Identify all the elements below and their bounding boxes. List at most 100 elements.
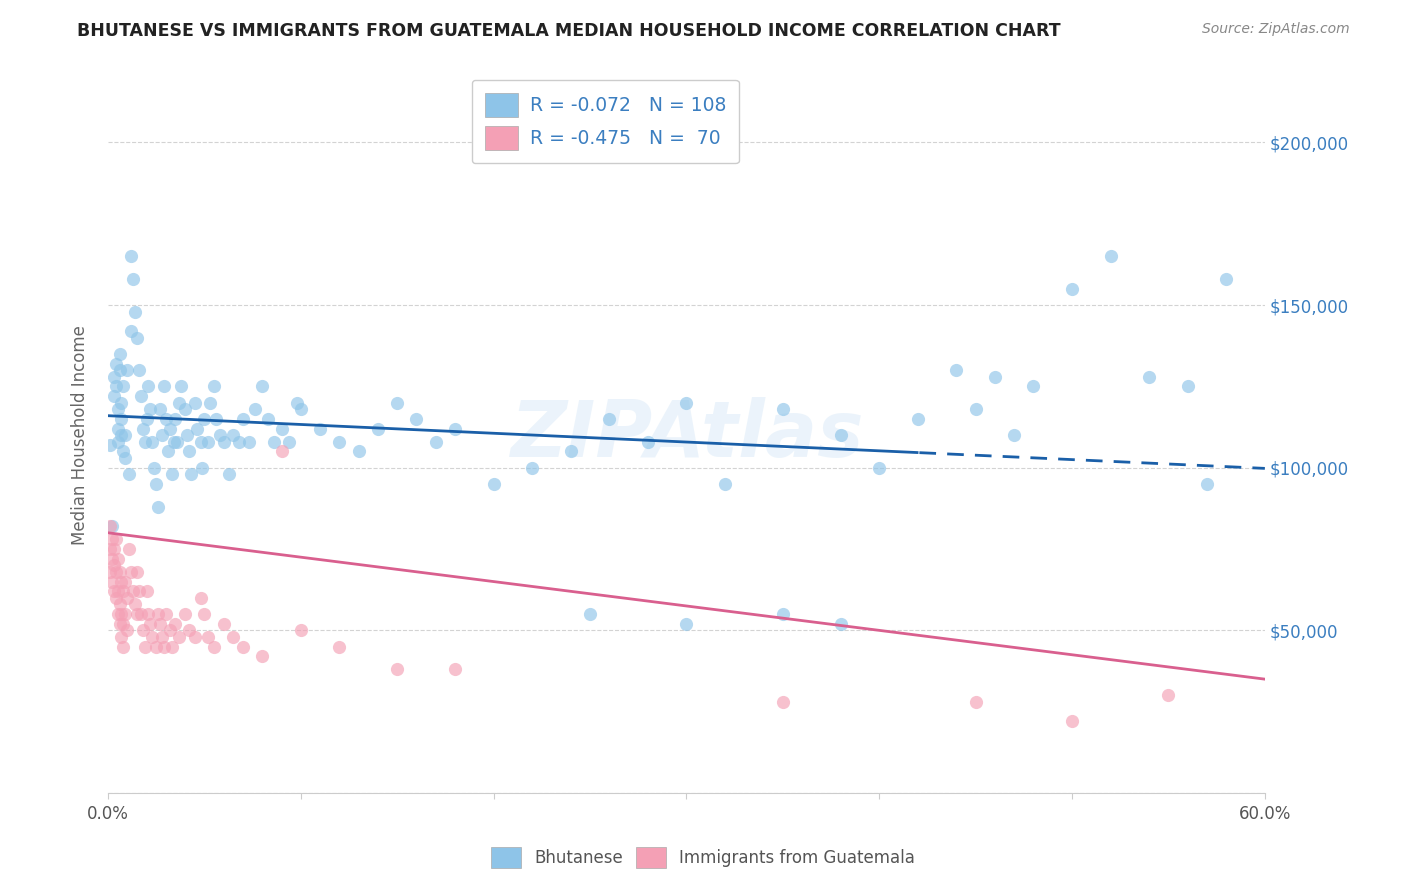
Point (263, 434, 285, 449)
Point (222, 428, 245, 442)
Point (212, 434, 235, 449)
Point (155, 607, 177, 621)
Point (135, 412, 157, 426)
Point (114, 607, 136, 621)
Point (150, 428, 173, 442)
Point (193, 607, 215, 621)
Point (120, 249, 142, 263)
Point (122, 272, 145, 286)
Point (108, 616, 131, 631)
Point (103, 558, 125, 573)
Point (159, 624, 181, 638)
Point (155, 412, 177, 426)
Point (425, 434, 447, 449)
Point (387, 662, 409, 676)
Point (190, 434, 212, 449)
Point (146, 607, 169, 621)
Point (138, 607, 160, 621)
Point (110, 630, 132, 644)
Point (125, 565, 148, 579)
Point (965, 402, 987, 417)
Point (129, 607, 152, 621)
Point (1060, 714, 1083, 729)
Point (675, 395, 697, 409)
Point (101, 533, 124, 547)
Point (98, 565, 121, 579)
Point (150, 630, 173, 644)
Point (159, 422, 181, 436)
Point (139, 616, 162, 631)
Point (387, 395, 409, 409)
Point (772, 695, 794, 709)
Point (165, 412, 187, 426)
Point (252, 649, 274, 664)
Point (169, 395, 191, 409)
Point (146, 500, 169, 514)
Point (103, 389, 125, 403)
Point (243, 402, 266, 417)
Point (107, 607, 129, 621)
Point (830, 616, 852, 631)
Point (120, 565, 142, 579)
Point (98, 542, 121, 557)
Point (107, 434, 129, 449)
Point (141, 434, 163, 449)
Point (110, 607, 132, 621)
Point (162, 434, 184, 449)
Point (278, 434, 301, 449)
Point (156, 444, 179, 458)
Point (560, 444, 582, 458)
Point (103, 542, 125, 557)
Text: BHUTANESE VS IMMIGRANTS FROM GUATEMALA MEDIAN HOUSEHOLD INCOME CORRELATION CHART: BHUTANESE VS IMMIGRANTS FROM GUATEMALA M… (77, 22, 1062, 40)
Point (482, 477, 505, 491)
Point (328, 434, 350, 449)
Point (110, 395, 132, 409)
Point (1215, 272, 1237, 286)
Point (193, 412, 215, 426)
Point (149, 616, 172, 631)
Point (212, 616, 235, 631)
Point (197, 630, 219, 644)
Point (218, 467, 240, 482)
Point (169, 630, 191, 644)
Point (125, 331, 148, 345)
Point (191, 460, 214, 475)
Point (139, 402, 162, 417)
Point (120, 324, 142, 338)
Point (134, 640, 156, 654)
Point (122, 584, 145, 599)
Point (112, 640, 135, 654)
Point (290, 624, 312, 638)
Point (177, 444, 200, 458)
Point (117, 591, 139, 605)
Point (598, 412, 620, 426)
Point (1195, 477, 1218, 491)
Point (145, 640, 167, 654)
Point (149, 402, 172, 417)
Point (129, 389, 152, 403)
Point (309, 422, 332, 436)
Point (160, 640, 183, 654)
Point (1137, 369, 1160, 384)
Point (110, 574, 132, 589)
Point (405, 412, 427, 426)
Point (228, 434, 250, 449)
Point (347, 444, 370, 458)
Point (114, 450, 136, 465)
Text: ZIPAtlas: ZIPAtlas (509, 397, 863, 474)
Point (153, 379, 176, 393)
Point (257, 412, 280, 426)
Point (108, 565, 131, 579)
Point (170, 379, 193, 393)
Point (153, 640, 176, 654)
Point (252, 379, 274, 393)
Legend: Bhutanese, Immigrants from Guatemala: Bhutanese, Immigrants from Guatemala (484, 840, 922, 875)
Point (108, 347, 131, 361)
Point (945, 363, 967, 377)
Point (104, 565, 127, 579)
Point (180, 467, 202, 482)
Point (232, 412, 254, 426)
Point (104, 357, 127, 371)
Legend: R = -0.072   N = 108, R = -0.475   N =  70: R = -0.072 N = 108, R = -0.475 N = 70 (471, 79, 740, 163)
Point (174, 607, 197, 621)
